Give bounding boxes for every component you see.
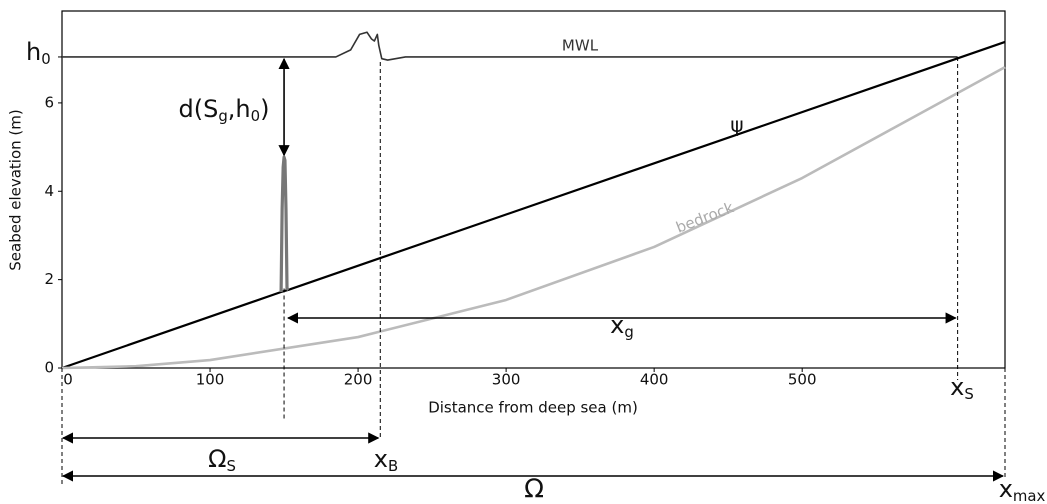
series-line — [61, 40, 1006, 370]
xb-label-part: B — [388, 457, 398, 475]
x-tick-label: 400 — [640, 371, 669, 389]
series-line — [279, 155, 290, 293]
psi-label: ψ — [730, 113, 743, 137]
x-tick-label: 300 — [492, 371, 521, 389]
d-label: d(Sg,h0) — [179, 95, 270, 125]
xg-label-part: x — [610, 311, 624, 339]
xmax-label: xmax — [999, 475, 1046, 504]
bedrock-label: bedrock — [673, 198, 736, 236]
xg-label-part: g — [624, 323, 633, 341]
x-tick-label: 0 — [63, 371, 73, 389]
d-label-part: ,h — [228, 95, 251, 123]
omega-label: Ω — [524, 475, 544, 504]
y-tick-label: 6 — [44, 93, 54, 111]
y-axis-label: Seabed elevation (m) — [7, 109, 25, 271]
d-label-part: ) — [260, 95, 269, 123]
plot-frame — [61, 10, 1006, 369]
omega-s-label: ΩS — [208, 445, 236, 475]
x-tick-label: 100 — [196, 371, 225, 389]
d-label-part: d(S — [179, 95, 219, 123]
x-axis-label: Distance from deep sea (m) — [428, 399, 638, 417]
y-tick-label: 4 — [44, 182, 54, 200]
y-tick-label: 2 — [44, 270, 54, 288]
h0-label-part: 0 — [41, 50, 50, 68]
mwl-label: MWL — [562, 37, 599, 55]
xb-label-part: x — [374, 445, 388, 473]
series-line — [62, 31, 958, 61]
xs-label-part: x — [950, 373, 964, 401]
xg-label: xg — [610, 311, 634, 341]
y-tick-label: 0 — [44, 359, 54, 377]
xs-label: xS — [950, 373, 974, 403]
x-tick-label: 500 — [788, 371, 817, 389]
h0-label-part: h — [26, 38, 41, 66]
h0-label: h0 — [26, 38, 51, 68]
d-label-part: g — [218, 107, 227, 125]
xmax-label-part: max — [1013, 487, 1046, 504]
xmax-label-part: x — [999, 475, 1013, 503]
x-tick-label: 200 — [344, 371, 373, 389]
omega-s-label-part: Ω — [208, 445, 226, 473]
xs-label-part: S — [964, 385, 973, 403]
xb-label: xB — [374, 445, 398, 475]
omega-s-label-part: S — [226, 457, 235, 475]
d-label-part: 0 — [251, 107, 260, 125]
